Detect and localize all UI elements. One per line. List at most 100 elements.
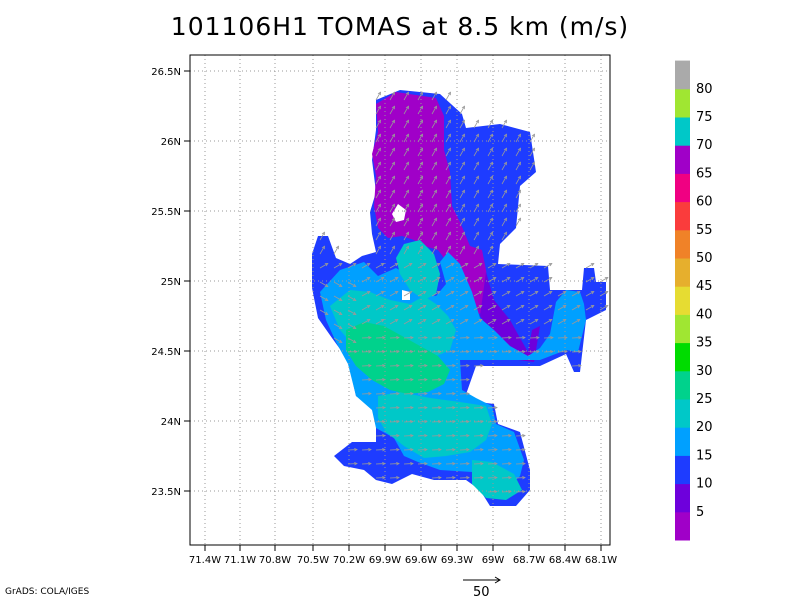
vector-scale-arrow bbox=[463, 576, 501, 584]
lat-label: 25N bbox=[161, 277, 181, 288]
wind-vector bbox=[375, 176, 381, 185]
wind-vector-head bbox=[578, 349, 582, 354]
wind-vector-head bbox=[368, 447, 372, 452]
wind-vector-head bbox=[424, 349, 428, 354]
wind-vector-head bbox=[338, 283, 343, 287]
wind-vector bbox=[431, 291, 440, 297]
wind-vector-head bbox=[405, 133, 409, 138]
wind-vector bbox=[333, 246, 339, 255]
wind-vector-head bbox=[438, 447, 442, 452]
wind-vector bbox=[487, 176, 493, 185]
wind-vector bbox=[403, 120, 409, 129]
wind-vector-head bbox=[396, 419, 400, 424]
wind-vector-head bbox=[517, 147, 521, 152]
wind-vector-head bbox=[391, 189, 395, 194]
wind-vector bbox=[445, 246, 451, 255]
wind-vector bbox=[459, 277, 468, 283]
wind-vector bbox=[417, 176, 423, 185]
wind-vector bbox=[431, 134, 437, 143]
wind-vector-head bbox=[522, 447, 526, 452]
wind-vector-head bbox=[480, 335, 484, 340]
wind-vector bbox=[403, 305, 412, 311]
wind-vector bbox=[445, 319, 454, 325]
lon-label: 70.2W bbox=[333, 555, 365, 566]
wind-vector-head bbox=[352, 325, 357, 329]
map-gridlines bbox=[184, 55, 610, 551]
wind-vector bbox=[543, 277, 552, 283]
wind-vector bbox=[417, 148, 423, 157]
wind-vector-head bbox=[494, 419, 498, 424]
wind-vector-head bbox=[377, 203, 381, 208]
wind-vector-head bbox=[522, 335, 526, 340]
lon-label: 69.6W bbox=[405, 555, 437, 566]
wind-vector-head bbox=[391, 231, 395, 236]
wind-vector-head bbox=[433, 203, 437, 208]
wind-vector-head bbox=[354, 349, 358, 354]
wind-vector-head bbox=[433, 91, 437, 96]
wind-vector bbox=[361, 277, 370, 283]
wind-vector bbox=[473, 263, 482, 269]
wind-vector-head bbox=[366, 319, 371, 323]
wind-vector-head bbox=[503, 161, 507, 166]
wind-vector-head bbox=[489, 203, 493, 208]
wind-vector-head bbox=[438, 377, 442, 382]
wind-vector-head bbox=[447, 231, 451, 236]
wind-vector-head bbox=[494, 461, 498, 466]
wind-vector-head bbox=[424, 433, 428, 438]
wind-vector bbox=[445, 232, 451, 241]
wind-vector bbox=[473, 305, 482, 311]
wind-vector bbox=[473, 176, 479, 185]
wind-vector-head bbox=[422, 277, 427, 281]
wind-vector-head bbox=[410, 391, 414, 396]
wind-vector-head bbox=[475, 161, 479, 166]
wind-vector-head bbox=[352, 297, 357, 301]
wind-vector-head bbox=[466, 349, 470, 354]
wind-vector-head bbox=[366, 277, 371, 281]
wind-vector-head bbox=[352, 311, 357, 315]
wind-vector bbox=[515, 148, 521, 157]
wind-vector-head bbox=[503, 189, 507, 194]
wind-vector-head bbox=[382, 447, 386, 452]
wind-vector bbox=[319, 246, 325, 255]
wind-vector bbox=[417, 218, 423, 227]
wind-vector bbox=[445, 305, 454, 311]
wind-vector-head bbox=[522, 475, 526, 480]
wind-vector-head bbox=[447, 217, 451, 222]
wind-vector bbox=[473, 319, 482, 325]
wind-vector bbox=[543, 319, 552, 325]
wind-vector bbox=[431, 218, 437, 227]
wind-vector-head bbox=[436, 263, 441, 267]
wind-vector-head bbox=[517, 175, 521, 180]
wind-vector-head bbox=[377, 161, 381, 166]
wind-vector-head bbox=[466, 433, 470, 438]
grads-credit: GrADS: COLA/IGES bbox=[5, 587, 90, 597]
wind-vector bbox=[529, 277, 538, 283]
wind-vector-head bbox=[391, 175, 395, 180]
wind-vector-head bbox=[517, 133, 521, 138]
wind-vector-head bbox=[419, 119, 423, 124]
wind-vector bbox=[515, 319, 524, 325]
wind-speed-region bbox=[372, 92, 490, 314]
wind-vector bbox=[529, 291, 538, 297]
wind-vector-head bbox=[436, 319, 441, 323]
wind-vector-head bbox=[550, 335, 554, 340]
wind-vector bbox=[473, 218, 479, 227]
wind-vector-head bbox=[492, 319, 497, 323]
wind-vector bbox=[445, 120, 451, 129]
wind-speed-field bbox=[312, 90, 606, 506]
wind-vector-head bbox=[352, 263, 357, 267]
wind-vector bbox=[375, 204, 381, 213]
wind-vector-head bbox=[548, 263, 553, 267]
wind-vector bbox=[333, 281, 342, 287]
wind-vector-head bbox=[366, 305, 371, 309]
wind-vector bbox=[473, 291, 482, 297]
wind-vector-head bbox=[396, 461, 400, 466]
wind-vector-head bbox=[447, 91, 451, 96]
wind-vector bbox=[599, 277, 608, 283]
wind-vector-head bbox=[396, 363, 400, 368]
wind-vector-head bbox=[419, 203, 423, 208]
wind-vector-head bbox=[447, 105, 451, 110]
wind-vector-head bbox=[391, 161, 395, 166]
wind-vector-head bbox=[475, 175, 479, 180]
wind-vector-head bbox=[433, 147, 437, 152]
